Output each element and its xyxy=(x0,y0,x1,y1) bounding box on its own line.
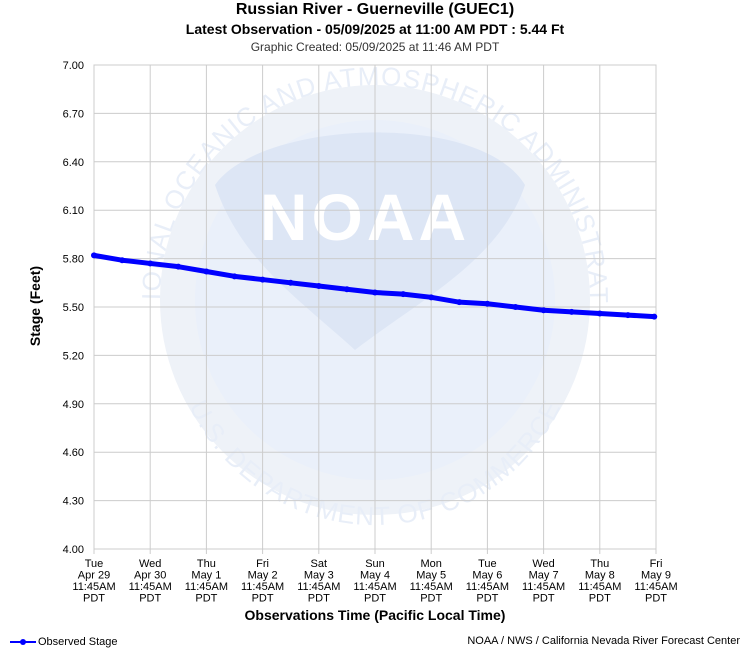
series-point xyxy=(231,273,238,280)
y-tick-label: 6.40 xyxy=(63,157,84,169)
y-tick-label: 4.60 xyxy=(63,447,84,459)
chart-title: Russian River - Guerneville (GUEC1) xyxy=(235,1,515,18)
y-tick-label: 5.50 xyxy=(63,302,84,314)
legend-swatch xyxy=(10,637,36,647)
series-point xyxy=(372,289,378,296)
y-tick-label: 5.80 xyxy=(63,254,84,266)
series-point xyxy=(343,286,350,293)
series-point xyxy=(287,279,294,286)
x-axis-title: Observations Time (Pacific Local Time) xyxy=(245,607,506,623)
y-tick-label: 7.00 xyxy=(63,60,84,72)
x-tick-label: Fri May 2 11:45AM PDT xyxy=(241,558,284,605)
legend: Observed Stage xyxy=(10,636,118,648)
x-tick-label: Wed May 7 11:45AM PDT xyxy=(522,558,565,605)
x-tick-label: Wed Apr 30 11:45AM PDT xyxy=(129,558,172,605)
series-point xyxy=(484,300,491,307)
series-point xyxy=(428,294,435,301)
y-tick-label: 4.30 xyxy=(63,496,84,508)
series-point xyxy=(400,291,407,298)
series-point xyxy=(203,268,210,275)
latest-observation: Latest Observation - 05/09/2025 at 11:00… xyxy=(185,21,565,37)
series-point xyxy=(596,310,603,317)
graphic-created: Graphic Created: 05/09/2025 at 11:46 AM … xyxy=(250,40,500,54)
x-tick-label: Sat May 3 11:45AM PDT xyxy=(297,558,340,605)
series-point xyxy=(175,263,182,270)
series-point xyxy=(91,252,97,259)
y-tick-label: 4.00 xyxy=(63,544,84,556)
x-tick-label: Mon May 5 11:45AM PDT xyxy=(410,558,453,605)
watermark-bird xyxy=(215,132,525,350)
series-point xyxy=(259,276,266,283)
series-point xyxy=(540,307,547,314)
series-point xyxy=(512,304,519,310)
series-point xyxy=(624,312,631,319)
x-tick-label: Fri May 9 11:45AM PDT xyxy=(634,558,677,605)
series-point xyxy=(147,260,154,267)
x-axis-ticks: Tue Apr 29 11:45AM PDT Wed Apr 30 11:45AM PDT Th… xyxy=(72,558,677,605)
watermark-logo: NOAA xyxy=(260,180,470,254)
x-tick-label: Tue Apr 29 11:45AM PDT xyxy=(72,558,115,605)
series-point xyxy=(456,299,463,306)
grid xyxy=(93,64,657,554)
y-tick-label: 6.70 xyxy=(63,108,84,120)
noaa-watermark: NATIONAL OCEANIC AND ATMOSPHERIC ADMINIS… xyxy=(0,0,613,531)
y-tick-label: 5.20 xyxy=(63,350,84,362)
y-tick-label: 4.90 xyxy=(63,399,84,411)
y-axis-title: Stage (Feet) xyxy=(27,266,43,346)
y-axis-ticks: 7.00 6.70 6.40 6.10 5.80 5.50 5.20 4.90 4.60 4.30… xyxy=(63,60,84,556)
legend-label: Observed Stage xyxy=(38,636,118,648)
series-point xyxy=(119,257,126,264)
observed-stage-series xyxy=(91,252,658,320)
x-tick-label: Sun May 4 11:45AM PDT xyxy=(353,558,396,605)
y-tick-label: 6.10 xyxy=(63,205,84,217)
x-tick-label: Thu May 1 11:45AM PDT xyxy=(185,558,228,605)
series-point xyxy=(315,283,322,290)
series-point xyxy=(568,308,575,315)
footer-credit: NOAA / NWS / California Nevada River For… xyxy=(467,635,740,647)
x-tick-label: Tue May 6 11:45AM PDT xyxy=(466,558,509,605)
x-tick-label: Thu May 8 11:45AM PDT xyxy=(578,558,621,605)
series-point xyxy=(651,313,658,320)
